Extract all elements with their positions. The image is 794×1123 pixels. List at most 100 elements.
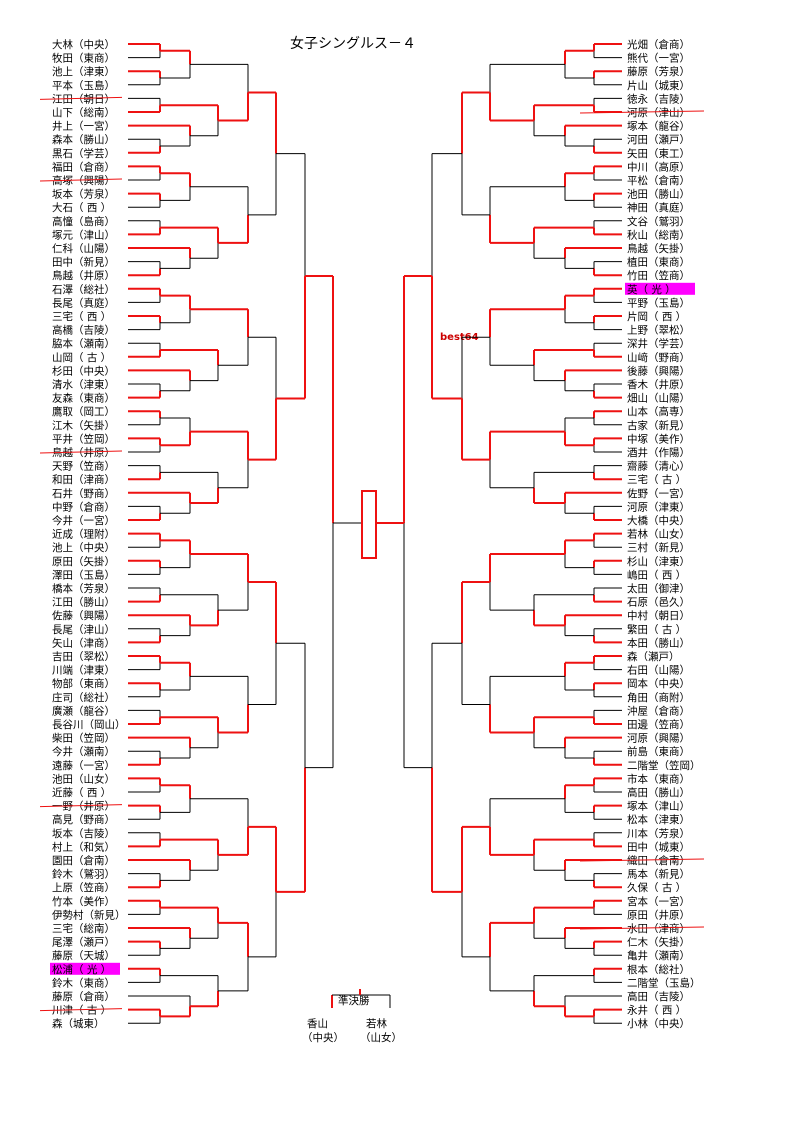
right-player-list: 光畑（倉商）熊代（一宮）藤原（芳泉）片山（城東）徳永（吉陵） 河原（津山）塚本（龍… <box>579 38 705 1030</box>
player-name: 片岡（ 西 ） <box>627 310 686 323</box>
player-name: 平松（倉南） <box>627 174 690 187</box>
player-name: 三宅（ 西 ） <box>52 310 111 323</box>
player-name: 本田（勝山） <box>627 636 690 649</box>
player-name: 村上（和気） <box>52 840 115 853</box>
player-name: 竹本（美作） <box>52 895 115 908</box>
highlight-bar <box>625 282 695 295</box>
player-name: 亀井（瀬南） <box>627 949 690 962</box>
player-name: 高橋（吉陵） <box>52 324 115 337</box>
left-player-list: 大林（中央）牧田（東商）池上（津東）平本（玉島）江田（朝日）山下（総南）井上（一… <box>39 38 126 1030</box>
player-name: 坂本（吉陵） <box>52 827 115 840</box>
player-name: 友森（東商） <box>52 392 115 405</box>
player-name: 高憧（島商） <box>52 215 115 228</box>
player-name: 右田（山陽） <box>627 664 690 677</box>
player-name: 廣瀬（龍谷） <box>52 704 115 717</box>
player-name: 尾澤（瀬戸） <box>52 936 115 949</box>
player-name: 石原（邑久） <box>627 597 690 609</box>
player-name: 園田（倉南） <box>52 854 115 867</box>
player-name: 河田（瀬戸） <box>627 133 690 146</box>
player-name: 上野（翠松） <box>627 324 690 337</box>
player-name: 川本（芳泉） <box>627 827 690 840</box>
bracket-lines <box>128 43 622 1024</box>
strike-line <box>579 858 705 862</box>
player-name: 森（城東） <box>52 1017 105 1030</box>
player-name: 英（ 光 ） <box>627 283 676 296</box>
player-name: 徳永（吉陵） <box>627 92 690 105</box>
player-name: 藤原（天城） <box>52 950 115 962</box>
strike-line <box>39 804 123 808</box>
player-name: 水田（津商） <box>627 922 690 935</box>
player-name: 山本（高専） <box>627 405 690 418</box>
player-name: 石井（野商） <box>52 487 115 500</box>
player-name: 鳥越（矢掛） <box>627 242 690 255</box>
player-name: 高田（勝山） <box>627 786 690 799</box>
player-name: 山下（総南） <box>52 106 115 119</box>
player-name: 太田（御津） <box>627 582 690 595</box>
player-name: 塚本（龍谷） <box>627 120 690 133</box>
player-name: 根本（総社） <box>627 963 690 976</box>
player-name: 池田（勝山） <box>627 188 690 201</box>
player-name: 竹田（笠商） <box>627 269 690 282</box>
player-name: 鳥越（井原） <box>52 269 115 282</box>
player-name: 今井（一宮） <box>52 514 115 527</box>
strike-line <box>579 110 705 114</box>
player-name: 神田（真庭） <box>627 201 690 214</box>
player-name: 脇本（瀬南） <box>52 337 115 350</box>
player-name: 江田（勝山） <box>52 596 115 609</box>
player-name: 中野（倉商） <box>52 500 115 513</box>
player-name: 松浦（ 光 ） <box>52 963 111 976</box>
player-name: 後藤（興陽） <box>627 364 690 377</box>
player-name: 田邊（笠商） <box>627 718 690 731</box>
strike-line <box>39 96 123 100</box>
player-name: 鈴木（東商） <box>52 976 115 989</box>
player-name: 高塚（興陽） <box>52 174 115 187</box>
player-name: 柴田（笠岡） <box>52 732 115 745</box>
player-name: 市本（東商） <box>627 772 690 785</box>
player-name: 高見（野商） <box>52 813 115 826</box>
player-name: 三村（新見） <box>627 541 690 554</box>
player-name: 平本（玉島） <box>52 79 115 92</box>
player-name: 矢田（東工） <box>627 147 690 160</box>
player-name: 池上（中央） <box>52 541 115 554</box>
player-name: 河原（興陽） <box>627 733 690 745</box>
player-name: 大橋（中央） <box>627 514 690 527</box>
player-name: 鷹取（岡工） <box>52 405 115 418</box>
player-name: 秋山（総南） <box>627 228 690 241</box>
player-name: 中塚（美作） <box>627 432 690 445</box>
player-name: 川津（ 古 ） <box>52 1004 111 1017</box>
player-name: 熊代（一宮） <box>627 52 690 65</box>
final-left-school: （中央） <box>302 1031 344 1044</box>
player-name: 仁木（矢掛） <box>627 936 690 949</box>
player-name: 鈴木（鷲羽） <box>52 868 115 881</box>
semifinal-label: 準決勝 <box>338 994 370 1007</box>
player-name: 山﨑（野商） <box>627 351 690 364</box>
player-name: 和田（津商） <box>52 473 115 486</box>
highlight-bar <box>50 962 120 975</box>
player-name: 織田（倉南） <box>627 854 690 867</box>
player-name: 植田（東商） <box>627 256 690 269</box>
player-name: 永井（ 西 ） <box>627 1004 686 1017</box>
player-name: 佐藤（興陽） <box>52 609 115 622</box>
player-name: 岡本（中央） <box>627 677 690 690</box>
player-name: 田中（城東） <box>627 840 690 853</box>
player-name: 江田（朝日） <box>52 93 115 105</box>
player-name: 藤原（倉商） <box>52 990 115 1003</box>
player-name: 平井（笠岡） <box>52 432 115 445</box>
player-name: 田中（新見） <box>52 256 115 269</box>
player-name: 齋藤（清心） <box>627 460 690 473</box>
player-name: 三宅（ 古 ） <box>627 473 686 486</box>
player-name: 角田（商附） <box>627 691 690 704</box>
player-name: 光畑（倉商） <box>627 38 690 51</box>
player-name: 川端（津東） <box>52 664 115 677</box>
player-name: 塚元（津山） <box>52 229 115 241</box>
player-name: 三宅（総南） <box>52 922 115 935</box>
player-name: 庄司（総社） <box>52 691 115 704</box>
player-name: 藤原（芳泉） <box>627 65 690 78</box>
player-name: 上原（笠商） <box>52 881 115 894</box>
player-name: 松本（津東） <box>627 813 690 826</box>
player-name: 近藤（ 西 ） <box>52 786 111 799</box>
player-name: 鳥越（井原） <box>52 446 115 459</box>
player-name: 山岡（ 古 ） <box>52 351 111 364</box>
player-name: 伊勢村（新見） <box>52 908 126 921</box>
final-box <box>361 490 377 559</box>
